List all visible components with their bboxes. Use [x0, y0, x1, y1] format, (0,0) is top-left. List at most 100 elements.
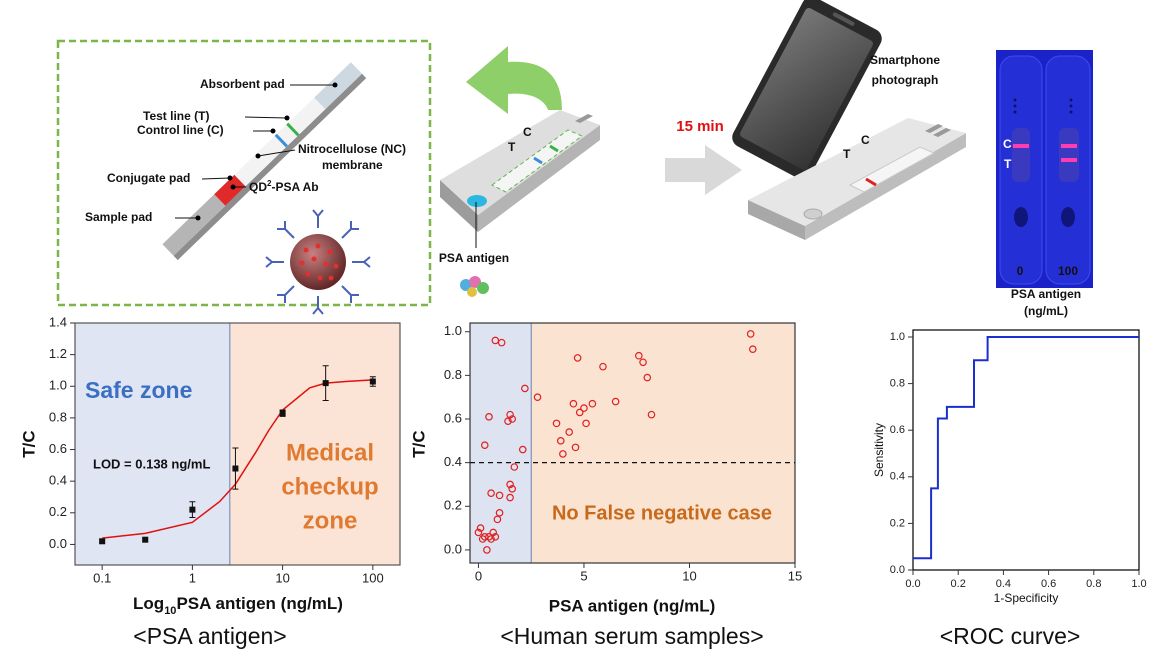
data-point [508, 415, 517, 423]
label: 0 [1017, 264, 1024, 278]
y-tick-label: 0.6 [49, 441, 67, 456]
y-tick-label: 0.6 [890, 424, 905, 436]
data-point [487, 535, 495, 543]
data-point [99, 538, 106, 545]
data-point [491, 533, 500, 541]
data-point [559, 450, 567, 458]
label: Nitrocellulose (NC) [298, 142, 406, 156]
data-point [565, 428, 573, 436]
x-tick-label: 0.8 [1086, 578, 1101, 590]
x-axis-label-part: Log [133, 594, 164, 613]
plot-frame [469, 322, 796, 564]
data-point [533, 393, 542, 401]
y-tick-label: 0.4 [444, 454, 462, 469]
label: membrane [322, 158, 383, 172]
annotation: Safe zone [85, 377, 192, 403]
annotation: zone [303, 507, 358, 534]
label: Conjugate pad [107, 171, 190, 185]
plot-frame [912, 329, 1140, 571]
data-point [518, 445, 527, 454]
arrow [466, 46, 562, 114]
data-point [476, 524, 485, 532]
data-point [599, 362, 607, 371]
label: PSA antigen [1011, 287, 1081, 301]
data-point [480, 441, 489, 449]
photo [996, 50, 1093, 288]
label: C [1003, 137, 1012, 151]
x-tick-label: 0.0 [905, 578, 920, 590]
data-point [493, 515, 502, 524]
label: Test line (T) [143, 109, 209, 123]
y-tick-label: 1.2 [49, 346, 67, 361]
y-tick-label: 0.6 [444, 410, 462, 425]
y-tick-label: 0.4 [890, 471, 905, 483]
data-point [508, 485, 517, 493]
data-point [582, 419, 590, 428]
caption: <ROC curve> [940, 623, 1081, 649]
label: Absorbent pad [200, 77, 285, 91]
label: T [843, 147, 851, 161]
label: Control line (C) [137, 123, 224, 137]
data-point [491, 336, 500, 345]
x-tick-label: 15 [788, 568, 802, 583]
x-tick-label: 0 [475, 568, 482, 583]
label: C [523, 125, 532, 139]
y-tick-label: 0.2 [49, 504, 67, 519]
smartphone [732, 0, 882, 180]
data-point [552, 419, 561, 428]
data-point [588, 399, 597, 408]
cassette [748, 118, 966, 240]
leader-lines [175, 82, 338, 221]
data-point [322, 380, 329, 387]
data-point [556, 437, 565, 445]
data-point [575, 408, 584, 417]
y-tick-label: 1.0 [49, 378, 67, 393]
y-tick-label: 0.2 [890, 517, 905, 529]
data-line [102, 379, 373, 539]
label: T [1004, 157, 1012, 171]
x-tick-label: 0.2 [951, 578, 966, 590]
annotation: No False negative case [552, 502, 772, 524]
data-point [487, 489, 495, 497]
y-axis-label: T/C [19, 430, 38, 457]
caption: <Human serum samples> [500, 623, 763, 649]
data-point [495, 491, 504, 500]
annotation: Medical [286, 439, 374, 466]
y-tick-label: 1.4 [49, 314, 67, 329]
label-part: -PSA Ab [271, 180, 318, 194]
data-point [504, 417, 512, 425]
data-point [569, 399, 578, 408]
data-line [913, 336, 1139, 560]
y-tick-label: 0.0 [49, 536, 67, 551]
data-point [478, 535, 487, 543]
label: C [861, 133, 870, 147]
x-axis-label-part: PSA antigen (ng/mL) [176, 594, 343, 613]
zone [531, 323, 795, 563]
zone [470, 323, 532, 563]
cassette [440, 110, 600, 297]
x-tick-label: 100 [362, 570, 384, 585]
data-point [748, 345, 757, 353]
label-part: QD [249, 180, 267, 194]
y-axis-label: Sensitivity [872, 423, 886, 477]
data-point [573, 354, 582, 362]
data-point [279, 410, 286, 417]
arrow [665, 145, 742, 195]
x-tick-label: 1 [189, 570, 196, 585]
y-tick-label: 0.0 [444, 541, 462, 556]
data-point [506, 493, 514, 502]
test-strip [162, 62, 367, 261]
data-point [232, 465, 239, 472]
y-tick-label: 0.0 [890, 564, 905, 576]
data-point [746, 330, 755, 338]
data-point [480, 533, 489, 541]
x-axis-label-part: 10 [164, 605, 176, 617]
label: (ng/mL) [1024, 304, 1068, 318]
label: QD2-PSA Ab [249, 179, 319, 195]
data-point [510, 463, 519, 471]
data-point [571, 443, 580, 452]
y-tick-label: 0.2 [444, 498, 462, 513]
data-point [189, 506, 196, 513]
